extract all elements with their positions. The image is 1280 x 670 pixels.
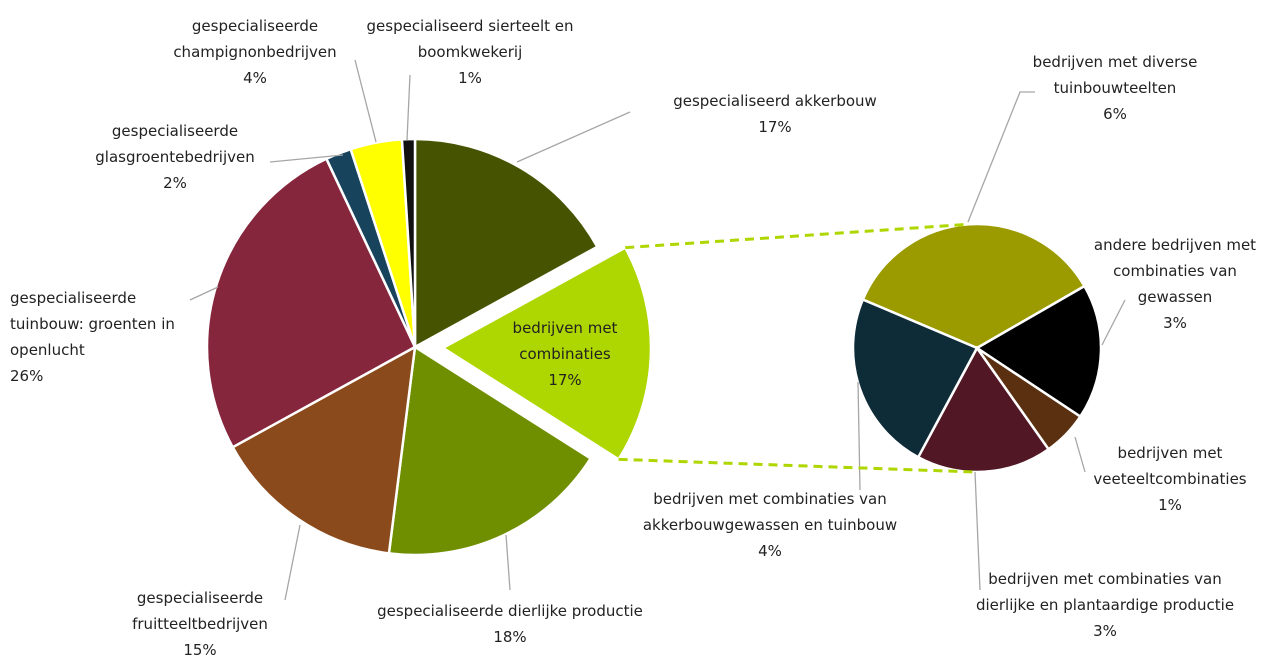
slice-label: gespecialiseerd sierteelt en boomkwekeri…: [360, 13, 580, 91]
leader-line: [354, 59, 377, 143]
category-name: bedrijven met combinaties van akkerbouwg…: [642, 490, 898, 534]
slice-label: gespecialiseerde glasgroentebedrijven 2%: [75, 118, 275, 196]
slice-label: gespecialiseerde fruitteeltbedrijven 15%: [100, 585, 300, 663]
leader-line: [516, 111, 631, 163]
leader-line: [967, 91, 1035, 223]
pie-slice: [400, 137, 417, 348]
leader-line: [269, 154, 344, 163]
value-label: 15%: [183, 641, 217, 659]
leader-line: [284, 524, 301, 601]
category-name: gespecialiseerde dierlijke productie: [377, 602, 643, 620]
leader-line: [189, 286, 219, 301]
pie-slice: [231, 344, 417, 555]
value-label: 18%: [493, 628, 527, 646]
value-label: 3%: [1093, 622, 1117, 640]
category-name: bedrijven met combinaties: [512, 319, 618, 363]
slice-label: andere bedrijven met combinaties van gew…: [1075, 232, 1275, 336]
category-name: gespecialiseerde tuinbouw: groenten in o…: [10, 289, 175, 359]
leader-line: [1101, 299, 1126, 346]
leader-line: [406, 74, 411, 141]
value-label: 17%: [548, 371, 582, 389]
slice-label: gespecialiseerd akkerbouw 17%: [630, 88, 920, 140]
value-label: 26%: [10, 367, 44, 385]
category-name: andere bedrijven met combinaties van gew…: [1093, 236, 1257, 306]
connector-line: [618, 457, 973, 474]
pie-slice: [916, 345, 1051, 474]
category-name: bedrijven met veeteeltcombinaties: [1093, 444, 1247, 488]
slice-label: bedrijven met veeteeltcombinaties 1%: [1070, 440, 1270, 518]
value-label: 17%: [758, 118, 792, 136]
slice-label: bedrijven met combinaties 17%: [490, 315, 640, 393]
leader-line: [974, 471, 981, 591]
category-name: gespecialiseerd akkerbouw: [673, 92, 877, 110]
value-label: 1%: [458, 69, 482, 87]
category-name: gespecialiseerd sierteelt en boomkwekeri…: [366, 17, 574, 61]
slice-label: bedrijven met combinaties van dierlijke …: [970, 566, 1240, 644]
leader-line: [1074, 436, 1086, 473]
category-name: gespecialiseerde fruitteeltbedrijven: [132, 589, 268, 633]
pie-slice: [387, 344, 593, 557]
value-label: 2%: [163, 174, 187, 192]
slice-label: gespecialiseerde champignonbedrijven 4%: [155, 13, 355, 91]
slice-label: gespecialiseerde dierlijke productie 18%: [375, 598, 645, 650]
value-label: 1%: [1158, 496, 1182, 514]
category-name: bedrijven met diverse tuinbouwteelten: [1032, 53, 1198, 97]
pie-slice: [851, 297, 979, 459]
slice-label: bedrijven met diverse tuinbouwteelten 6%: [1000, 49, 1230, 127]
pie-slice: [205, 157, 417, 449]
leader-line: [505, 534, 511, 591]
pie-slice: [440, 245, 653, 462]
slice-label: gespecialiseerde tuinbouw: groenten in o…: [10, 285, 190, 389]
leader-line: [857, 381, 861, 491]
value-label: 4%: [243, 69, 267, 87]
pie-slice: [974, 284, 1103, 419]
slice-label: bedrijven met combinaties van akkerbouwg…: [635, 486, 905, 564]
value-label: 6%: [1103, 105, 1127, 123]
pie-slice: [413, 137, 599, 350]
category-name: bedrijven met combinaties van dierlijke …: [975, 570, 1235, 614]
category-name: gespecialiseerde champignonbedrijven: [173, 17, 337, 61]
category-name: gespecialiseerde glasgroentebedrijven: [95, 122, 255, 166]
value-label: 3%: [1163, 314, 1187, 332]
connector-line: [625, 222, 969, 250]
value-label: 4%: [758, 542, 782, 560]
